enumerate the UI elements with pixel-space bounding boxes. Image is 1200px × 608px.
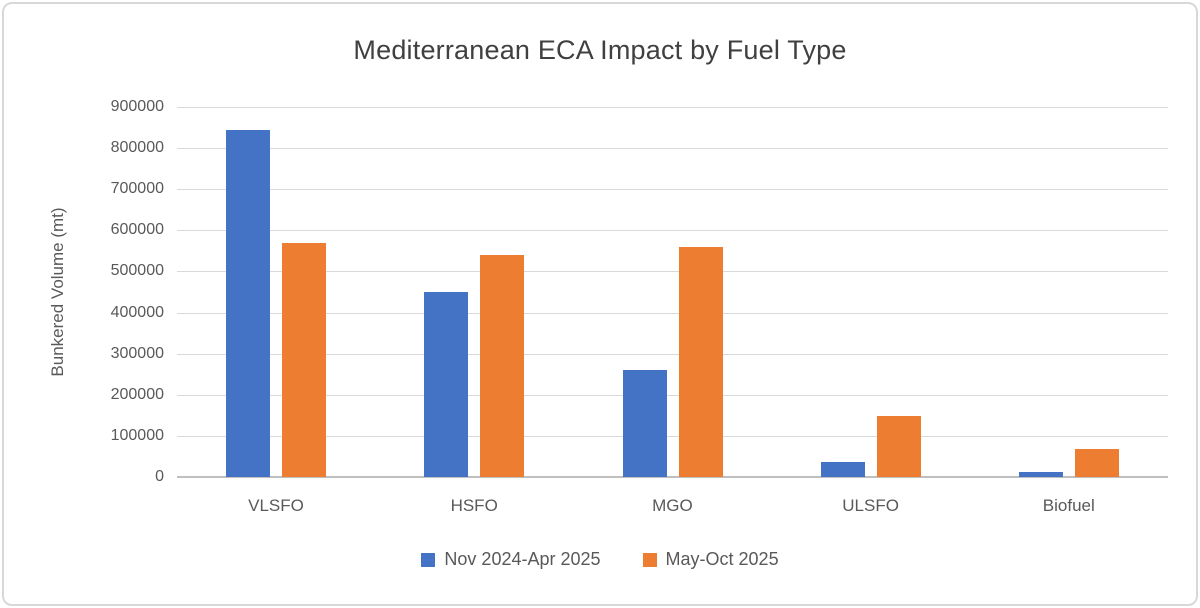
legend-label-series-2: May-Oct 2025 <box>665 549 779 569</box>
bar-vlsfo-series-2 <box>282 243 326 477</box>
gridline-200000 <box>177 394 1168 396</box>
gridline-800000 <box>177 148 1168 150</box>
gridline-600000 <box>177 230 1168 232</box>
y-tick-label-400000: 400000 <box>110 303 164 321</box>
gridline-400000 <box>177 312 1168 314</box>
bar-ulsfo-series-1 <box>821 462 865 477</box>
legend-item-series-2: May-Oct 2025 <box>642 549 779 570</box>
chart-title: Mediterranean ECA Impact by Fuel Type <box>353 35 847 65</box>
bar-mgo-series-1 <box>623 370 667 477</box>
legend: Nov 2024-Apr 2025 May-Oct 2025 <box>4 549 1196 570</box>
x-category-label-biofuel: Biofuel <box>1042 496 1095 515</box>
x-category-label-hsfo: HSFO <box>450 496 498 515</box>
bar-mgo-series-2 <box>679 247 723 477</box>
y-tick-label-600000: 600000 <box>110 221 164 239</box>
x-category-label-mgo: MGO <box>652 496 693 515</box>
bar-hsfo-series-2 <box>480 255 524 477</box>
y-tick-label-900000: 900000 <box>110 98 164 115</box>
y-tick-label-200000: 200000 <box>110 385 164 403</box>
legend-swatch-orange-icon <box>642 552 657 567</box>
y-tick-label-700000: 700000 <box>110 180 164 198</box>
x-category-label-ulsfo: ULSFO <box>842 496 899 515</box>
bar-hsfo-series-1 <box>424 292 468 477</box>
bar-vlsfo-series-1 <box>226 130 270 477</box>
plot-area <box>177 107 1168 478</box>
legend-swatch-blue-icon <box>421 552 436 567</box>
y-tick-label-0: 0 <box>155 468 164 485</box>
gridline-700000 <box>177 189 1168 191</box>
gridline-300000 <box>177 353 1168 355</box>
x-category-label-vlsfo: VLSFO <box>248 496 304 515</box>
bar-biofuel-series-2 <box>1075 449 1119 477</box>
x-axis-line <box>177 476 1168 478</box>
y-tick-label-100000: 100000 <box>110 426 164 444</box>
bar-ulsfo-series-2 <box>877 416 921 477</box>
gridline-100000 <box>177 435 1168 437</box>
y-tick-label-800000: 800000 <box>110 139 164 157</box>
y-tick-label-300000: 300000 <box>110 344 164 362</box>
gridline-900000 <box>177 107 1168 108</box>
bar-biofuel-series-1 <box>1019 472 1063 477</box>
legend-item-series-1: Nov 2024-Apr 2025 <box>421 549 601 570</box>
y-tick-label-500000: 500000 <box>110 262 164 280</box>
legend-label-series-1: Nov 2024-Apr 2025 <box>444 549 601 569</box>
gridline-500000 <box>177 271 1168 273</box>
